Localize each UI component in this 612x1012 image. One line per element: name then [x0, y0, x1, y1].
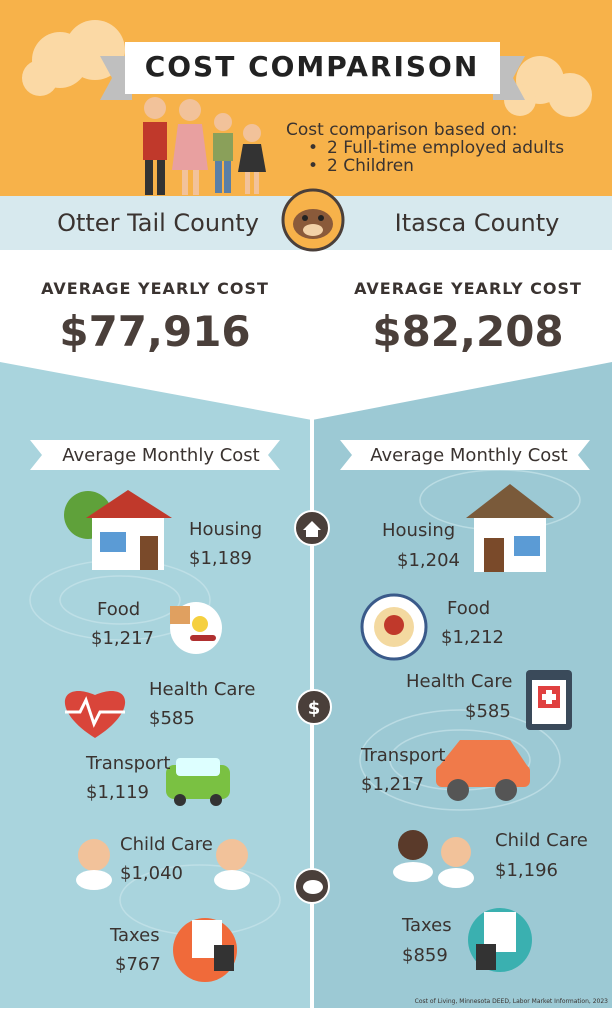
item-label: Taxes [109, 925, 160, 946]
center-icons: $ [294, 510, 332, 904]
county-name: Itasca County [395, 209, 560, 237]
item-label: Taxes [401, 915, 452, 936]
item-cost: $1,040 [120, 863, 183, 884]
svg-text:$: $ [308, 698, 321, 719]
item-cost: $585 [149, 708, 195, 729]
title-banner [125, 42, 500, 94]
item-cost: $1,189 [189, 548, 252, 569]
right-icons [360, 484, 572, 972]
item-cost: $1,196 [495, 860, 558, 881]
title: COST COMPARISON [145, 50, 480, 83]
item-cost: $1,212 [441, 627, 504, 648]
bullet: • [308, 156, 318, 176]
item-label: Health Care [406, 671, 513, 692]
yearly-label: AVERAGE YEARLY COST [41, 279, 269, 298]
item-cost: $859 [402, 945, 448, 966]
yearly-cost: $82,208 [372, 307, 563, 356]
bullet: • [308, 138, 318, 158]
item-cost: $585 [465, 701, 511, 722]
monthly-label: Average Monthly Cost [62, 445, 259, 466]
basis-label: Cost comparison based on: [286, 120, 517, 140]
monthly-label: Average Monthly Cost [370, 445, 567, 466]
item-label: Transport [360, 745, 445, 766]
ribbon-end [100, 56, 132, 100]
ribbon [340, 440, 590, 470]
yearly-label: AVERAGE YEARLY COST [354, 279, 582, 298]
item-label: Housing [189, 519, 262, 540]
item-label: Child Care [120, 834, 213, 855]
yearly-cost: $77,916 [59, 307, 250, 356]
item-cost: $1,217 [91, 628, 154, 649]
item-label: Child Care [495, 830, 588, 851]
item-label: Food [447, 598, 490, 619]
family-icon [143, 97, 266, 195]
left-icons [64, 490, 250, 982]
otter-icon [281, 188, 345, 252]
item-label: Transport [85, 753, 170, 774]
item-cost: $1,217 [361, 774, 424, 795]
ribbon [30, 440, 280, 470]
basis-item: 2 Children [327, 156, 414, 176]
item-cost: $1,204 [397, 550, 460, 571]
county-name: Otter Tail County [57, 209, 259, 237]
item-cost: $1,119 [86, 782, 149, 803]
source: Cost of Living, Minnesota DEED, Labor Ma… [415, 998, 609, 1005]
item-label: Housing [382, 520, 455, 541]
item-cost: $767 [115, 954, 161, 975]
item-label: Food [97, 599, 140, 620]
item-label: Health Care [149, 679, 256, 700]
ribbon-end [493, 56, 525, 100]
basis-item: 2 Full-time employed adults [327, 138, 564, 158]
chevron [0, 250, 612, 420]
